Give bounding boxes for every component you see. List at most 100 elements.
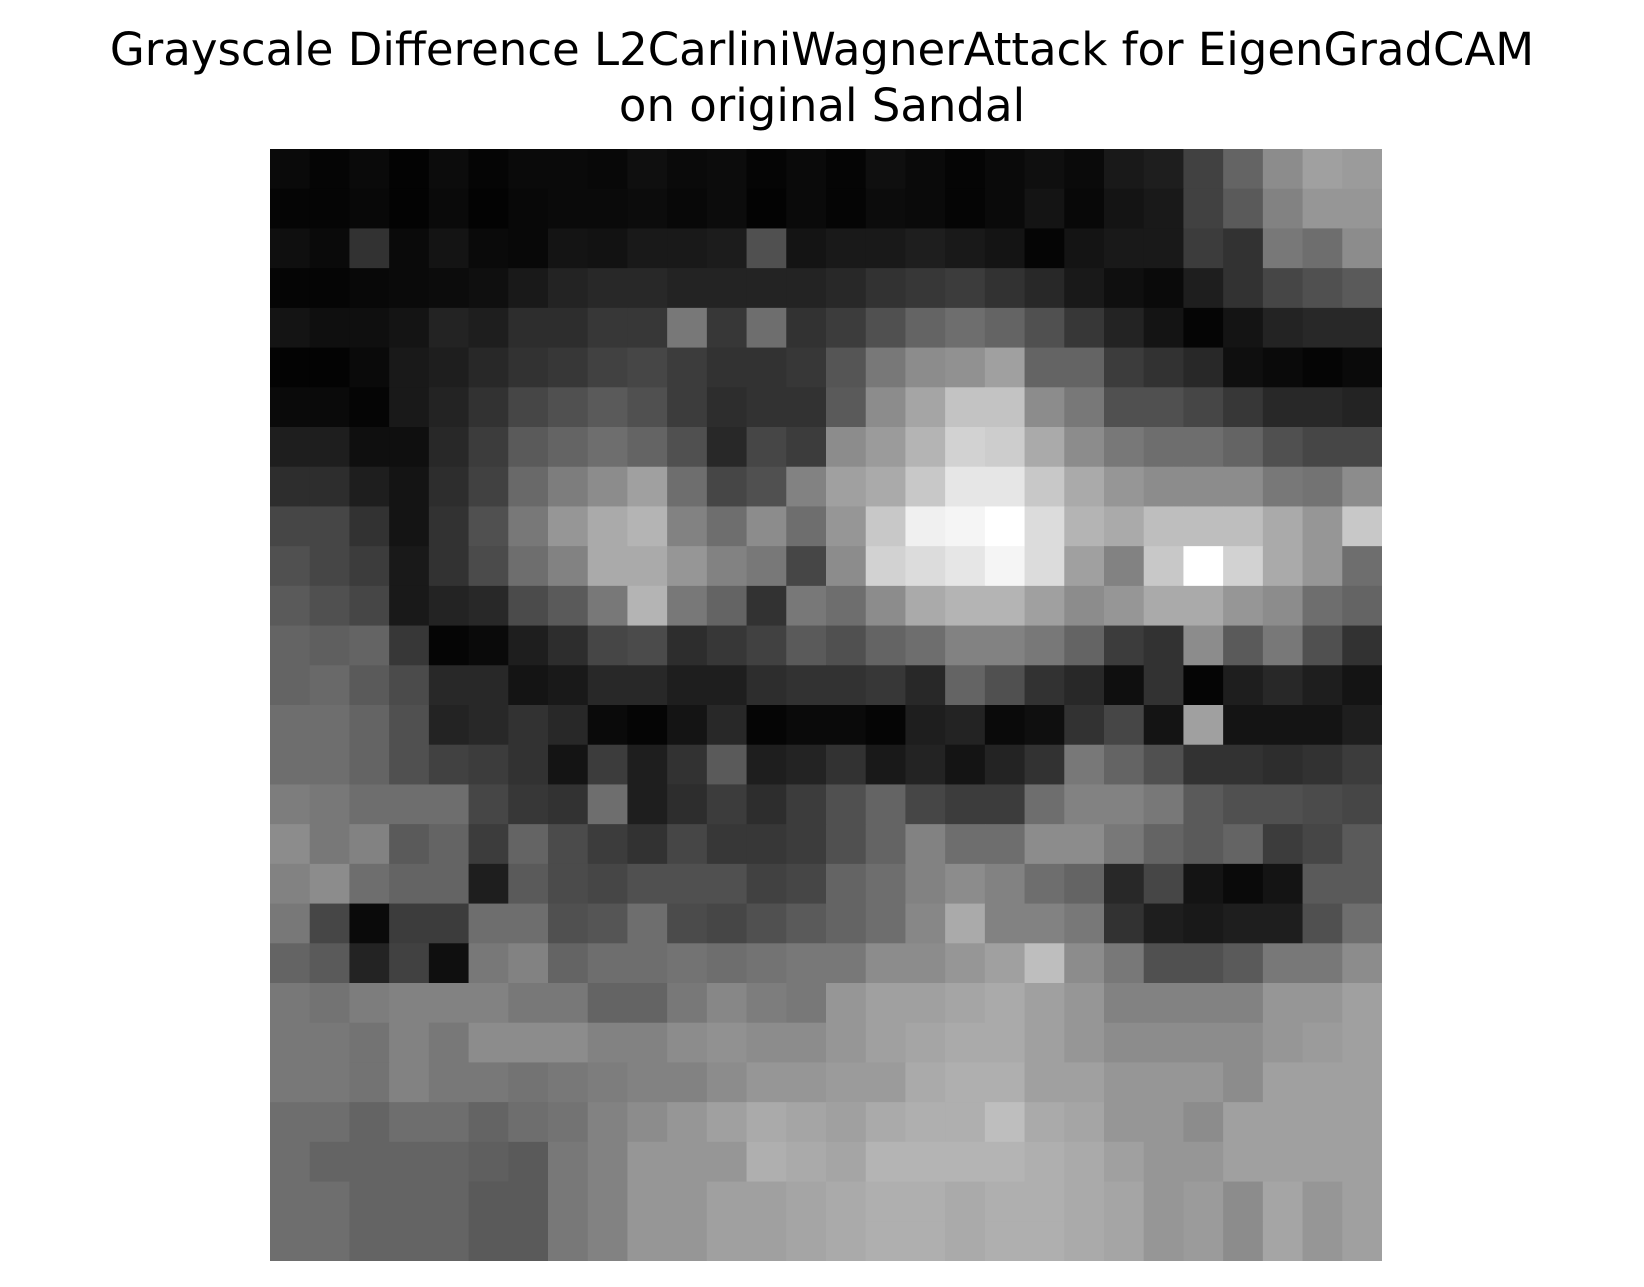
heatmap-cell-r15-c19 xyxy=(1024,744,1065,786)
heatmap-cell-r10-c26 xyxy=(1302,546,1343,587)
heatmap-cell-r27-c26 xyxy=(1302,1221,1343,1261)
heatmap-cell-r1-c6 xyxy=(508,188,549,230)
heatmap-cell-r9-c3 xyxy=(389,506,430,547)
heatmap-cell-r0-c0 xyxy=(270,149,311,190)
heatmap-cell-r8-c9 xyxy=(627,466,668,508)
heatmap-cell-r20-c21 xyxy=(1104,943,1145,984)
heatmap-cell-r26-c10 xyxy=(667,1181,708,1222)
heatmap-cell-r3-c1 xyxy=(309,268,351,309)
heatmap-cell-r25-c27 xyxy=(1342,1141,1382,1183)
heatmap-cell-r25-c4 xyxy=(428,1141,470,1183)
heatmap-cell-r4-c4 xyxy=(428,307,470,349)
heatmap-cell-r12-c14 xyxy=(826,625,867,666)
heatmap-cell-r18-c1 xyxy=(309,863,351,905)
heatmap-cell-r25-c22 xyxy=(1143,1141,1185,1183)
heatmap-cell-r23-c18 xyxy=(984,1062,1026,1103)
heatmap-cell-r4-c16 xyxy=(905,307,946,349)
heatmap-cell-r0-c22 xyxy=(1143,149,1185,190)
heatmap-cell-r19-c22 xyxy=(1143,903,1185,944)
heatmap-cell-r24-c1 xyxy=(309,1102,351,1143)
heatmap-cell-r27-c4 xyxy=(428,1221,470,1261)
heatmap-cell-r2-c2 xyxy=(349,228,390,269)
heatmap-cell-r4-c11 xyxy=(706,307,748,349)
heatmap-cell-r11-c11 xyxy=(706,585,748,627)
heatmap-cell-r17-c20 xyxy=(1064,824,1105,865)
heatmap-cell-r24-c25 xyxy=(1262,1102,1304,1143)
heatmap-cell-r18-c13 xyxy=(786,863,827,905)
heatmap-cell-r10-c21 xyxy=(1104,546,1145,587)
heatmap-cell-r0-c3 xyxy=(389,149,430,190)
heatmap-cell-r6-c2 xyxy=(349,387,390,428)
heatmap-cell-r25-c25 xyxy=(1262,1141,1304,1183)
heatmap-cell-r11-c18 xyxy=(984,585,1026,627)
heatmap-cell-r13-c5 xyxy=(468,665,509,706)
heatmap-cell-r23-c26 xyxy=(1302,1062,1343,1103)
heatmap-cell-r27-c23 xyxy=(1183,1221,1224,1261)
heatmap-cell-r1-c15 xyxy=(865,188,907,230)
heatmap-cell-r3-c8 xyxy=(587,268,629,309)
heatmap-cell-r22-c9 xyxy=(627,1022,668,1064)
heatmap-cell-r18-c19 xyxy=(1024,863,1065,905)
heatmap-cell-r18-c4 xyxy=(428,863,470,905)
heatmap-cell-r11-c3 xyxy=(389,585,430,627)
heatmap-cell-r2-c10 xyxy=(667,228,708,269)
heatmap-cell-r2-c0 xyxy=(270,228,311,269)
heatmap-cell-r27-c20 xyxy=(1064,1221,1105,1261)
heatmap-cell-r4-c23 xyxy=(1183,307,1224,349)
heatmap-cell-r14-c7 xyxy=(548,705,589,746)
heatmap-cell-r9-c5 xyxy=(468,506,509,547)
heatmap-cell-r12-c5 xyxy=(468,625,509,666)
heatmap-cell-r3-c7 xyxy=(548,268,589,309)
heatmap-cell-r14-c23 xyxy=(1183,705,1224,746)
heatmap-cell-r15-c11 xyxy=(706,744,748,786)
heatmap-cell-r17-c21 xyxy=(1104,824,1145,865)
heatmap-cell-r11-c14 xyxy=(826,585,867,627)
heatmap-cell-r20-c26 xyxy=(1302,943,1343,984)
heatmap-cell-r24-c3 xyxy=(389,1102,430,1143)
heatmap-cell-r12-c9 xyxy=(627,625,668,666)
heatmap-cell-r12-c12 xyxy=(746,625,787,666)
heatmap-cell-r27-c18 xyxy=(984,1221,1026,1261)
heatmap-cell-r11-c24 xyxy=(1223,585,1264,627)
heatmap-cell-r3-c5 xyxy=(468,268,509,309)
heatmap-cell-r0-c27 xyxy=(1342,149,1382,190)
heatmap-cell-r0-c2 xyxy=(349,149,390,190)
heatmap-cell-r23-c22 xyxy=(1143,1062,1185,1103)
heatmap-cell-r18-c0 xyxy=(270,863,311,905)
heatmap-cell-r11-c8 xyxy=(587,585,629,627)
heatmap-cell-r9-c13 xyxy=(786,506,827,547)
heatmap-cell-r22-c22 xyxy=(1143,1022,1185,1064)
heatmap-cell-r2-c14 xyxy=(826,228,867,269)
heatmap-cell-r12-c15 xyxy=(865,625,907,666)
heatmap-cell-r1-c19 xyxy=(1024,188,1065,230)
heatmap-cell-r7-c3 xyxy=(389,427,430,468)
heatmap-cell-r25-c24 xyxy=(1223,1141,1264,1183)
heatmap-cell-r5-c14 xyxy=(826,347,867,388)
heatmap-cell-r8-c26 xyxy=(1302,466,1343,508)
heatmap-cell-r16-c0 xyxy=(270,784,311,825)
heatmap-cell-r20-c7 xyxy=(548,943,589,984)
heatmap-cell-r27-c13 xyxy=(786,1221,827,1261)
heatmap-cell-r23-c25 xyxy=(1262,1062,1304,1103)
heatmap-cell-r25-c15 xyxy=(865,1141,907,1183)
heatmap-cell-r27-c2 xyxy=(349,1221,390,1261)
heatmap-cell-r18-c24 xyxy=(1223,863,1264,905)
heatmap-cell-r6-c0 xyxy=(270,387,311,428)
heatmap-cell-r18-c8 xyxy=(587,863,629,905)
heatmap-cell-r2-c18 xyxy=(984,228,1026,269)
heatmap-cell-r21-c3 xyxy=(389,983,430,1024)
heatmap-cell-r1-c12 xyxy=(746,188,787,230)
heatmap-cell-r27-c27 xyxy=(1342,1221,1382,1261)
heatmap-cell-r17-c13 xyxy=(786,824,827,865)
heatmap-cell-r12-c26 xyxy=(1302,625,1343,666)
heatmap-cell-r19-c26 xyxy=(1302,903,1343,944)
heatmap-cell-r25-c9 xyxy=(627,1141,668,1183)
heatmap-cell-r13-c0 xyxy=(270,665,311,706)
heatmap-cell-r20-c1 xyxy=(309,943,351,984)
heatmap-cell-r10-c11 xyxy=(706,546,748,587)
heatmap-cell-r27-c15 xyxy=(865,1221,907,1261)
heatmap-cell-r26-c14 xyxy=(826,1181,867,1222)
heatmap-cell-r5-c6 xyxy=(508,347,549,388)
heatmap-cell-r8-c4 xyxy=(428,466,470,508)
heatmap-cell-r13-c23 xyxy=(1183,665,1224,706)
